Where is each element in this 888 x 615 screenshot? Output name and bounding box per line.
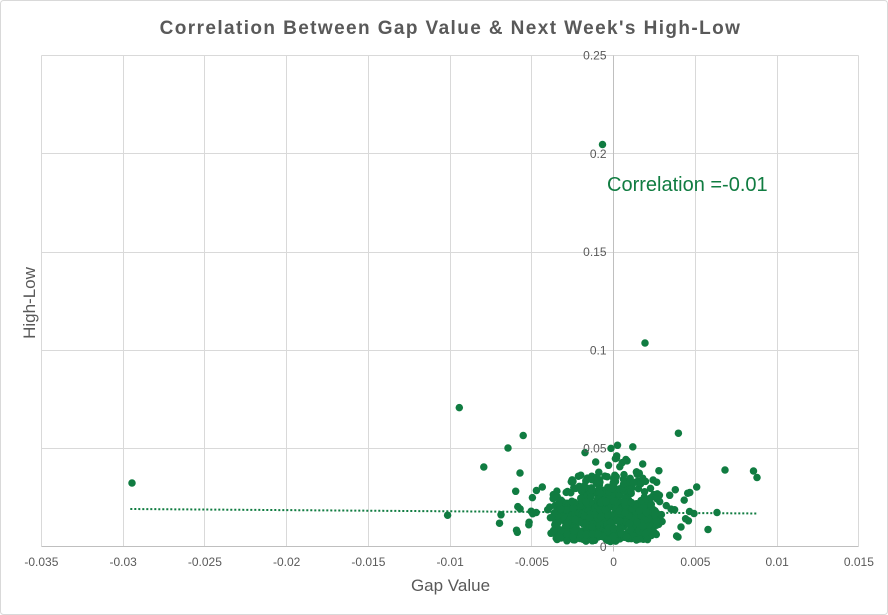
svg-text:-0.025: -0.025 [188, 555, 222, 569]
svg-text:0.2: 0.2 [590, 147, 607, 161]
svg-text:0: 0 [600, 540, 607, 554]
svg-text:-0.03: -0.03 [109, 555, 137, 569]
svg-text:-0.005: -0.005 [515, 555, 549, 569]
svg-text:0.005: 0.005 [680, 555, 710, 569]
svg-text:0.015: 0.015 [844, 555, 874, 569]
svg-text:-0.035: -0.035 [24, 555, 58, 569]
svg-text:-0.015: -0.015 [351, 555, 385, 569]
svg-text:High-Low: High-Low [20, 266, 39, 339]
svg-text:0.25: 0.25 [583, 49, 607, 63]
svg-text:Gap Value: Gap Value [411, 576, 490, 595]
svg-text:0.1: 0.1 [590, 343, 607, 357]
svg-text:-0.02: -0.02 [273, 555, 301, 569]
svg-text:Correlation =-0.01: Correlation =-0.01 [607, 174, 768, 196]
svg-text:0.01: 0.01 [765, 555, 789, 569]
svg-text:0: 0 [610, 555, 617, 569]
svg-text:-0.01: -0.01 [436, 555, 464, 569]
svg-text:0.15: 0.15 [583, 245, 607, 259]
svg-text:0.05: 0.05 [583, 442, 607, 456]
svg-text:Correlation Between Gap Value: Correlation Between Gap Value & Next Wee… [160, 18, 742, 39]
